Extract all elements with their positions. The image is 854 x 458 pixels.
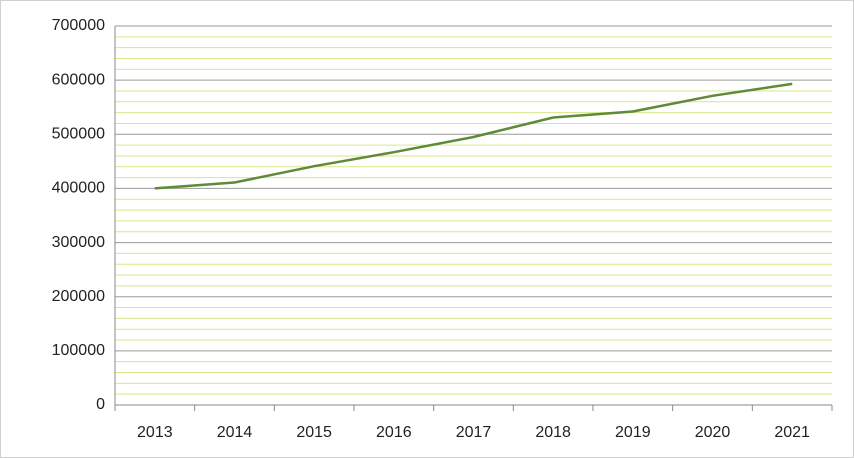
x-tick-label: 2013	[137, 424, 173, 441]
y-tick-label: 600000	[52, 71, 105, 88]
x-tick-label: 2017	[456, 424, 492, 441]
y-tick-label: 300000	[52, 234, 105, 251]
y-tick-label: 100000	[52, 342, 105, 359]
y-tick-label: 0	[96, 396, 105, 413]
x-tick-label: 2020	[695, 424, 731, 441]
y-tick-label: 700000	[52, 17, 105, 34]
y-tick-label: 500000	[52, 126, 105, 143]
x-tick-label: 2021	[774, 424, 810, 441]
x-tick-label: 2015	[296, 424, 332, 441]
data-line	[154, 82, 793, 190]
x-tick-label: 2014	[217, 424, 253, 441]
x-tick-label: 2019	[615, 424, 651, 441]
y-tick-label: 400000	[52, 180, 105, 197]
x-tick-label: 2016	[376, 424, 412, 441]
y-tick-label: 200000	[52, 288, 105, 305]
x-tick-label: 2018	[535, 424, 571, 441]
